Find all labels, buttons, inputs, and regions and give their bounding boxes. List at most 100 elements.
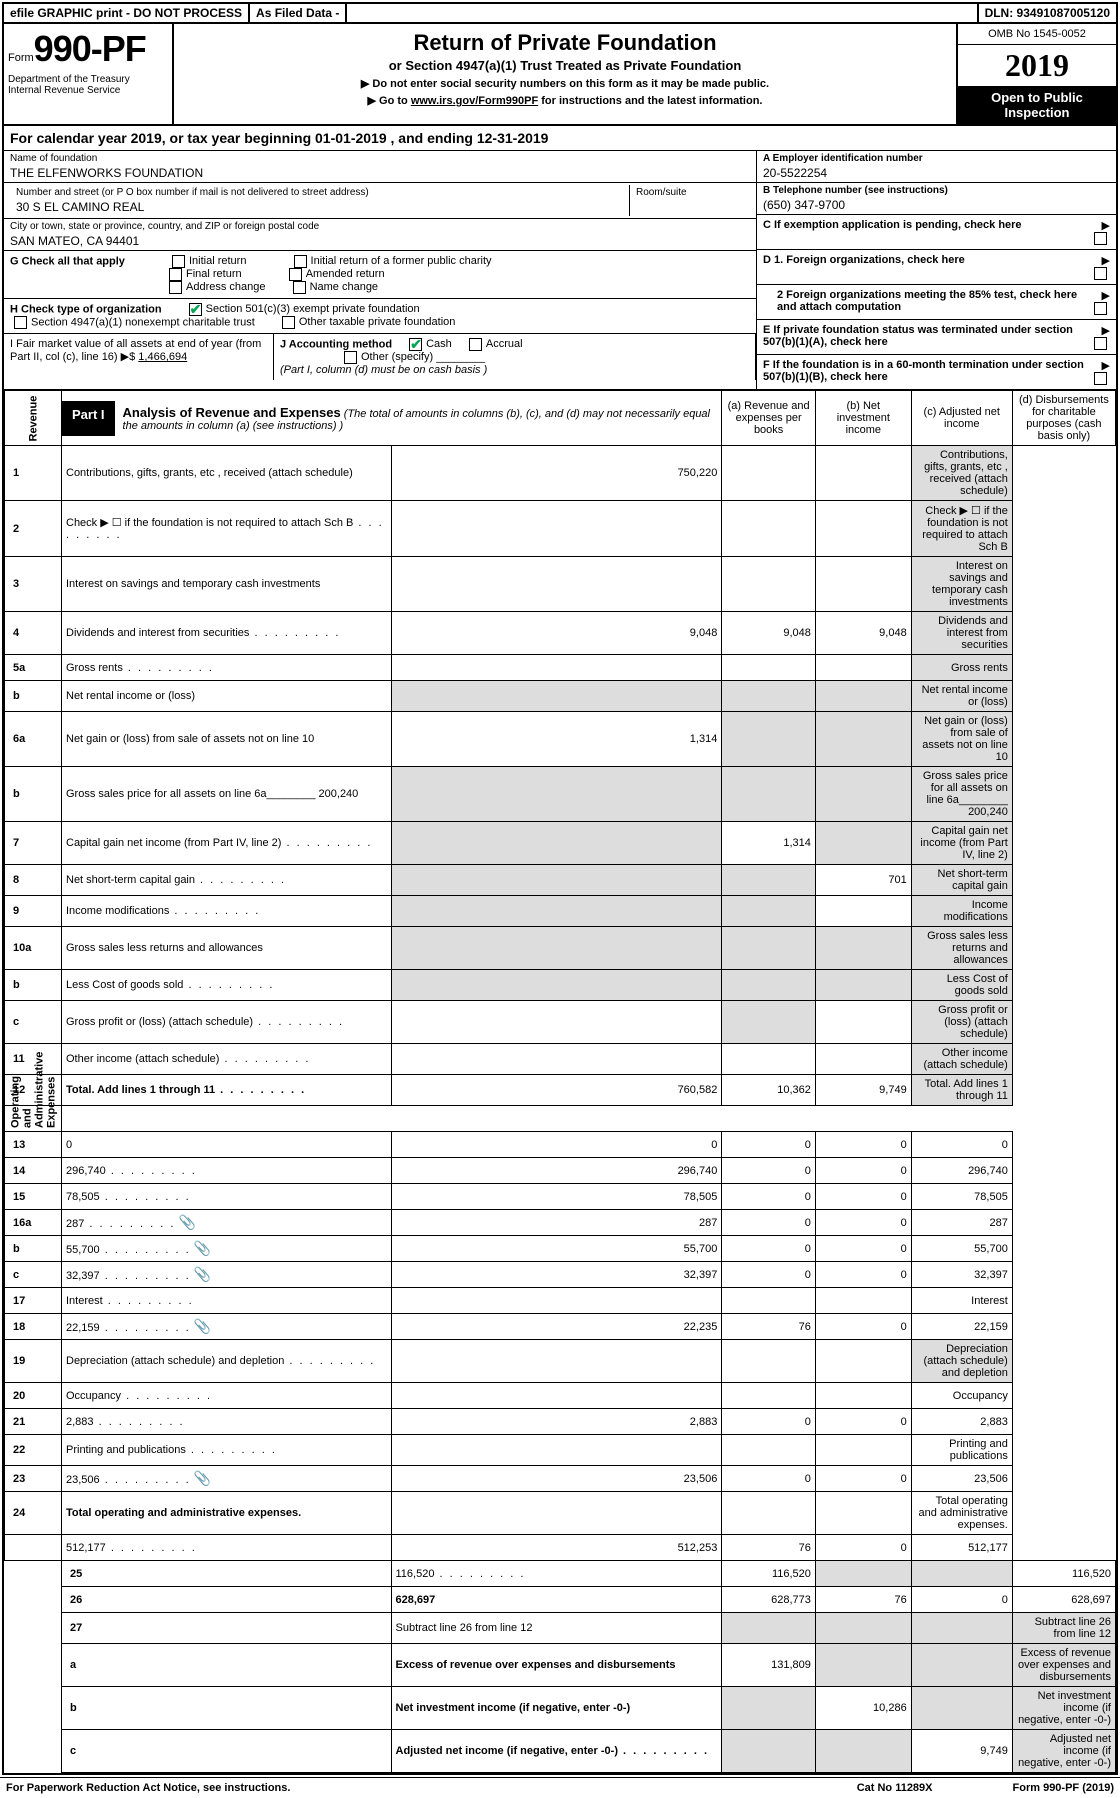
line-desc: Gross profit or (loss) (attach schedule) <box>62 1001 392 1044</box>
amt-d: 2,883 <box>911 1409 1012 1435</box>
amt-d: 287 <box>911 1210 1012 1236</box>
address-label: Number and street (or P O box number if … <box>16 187 623 198</box>
cb-name-change[interactable] <box>293 281 306 294</box>
amt-c: 0 <box>815 1535 911 1561</box>
line-number: 27 <box>62 1613 392 1644</box>
amt-a <box>391 1435 722 1466</box>
line-desc: Occupancy <box>62 1383 392 1409</box>
amt-b: 10,362 <box>722 1075 816 1106</box>
cb-c[interactable] <box>1094 232 1107 245</box>
amt-a <box>391 1340 722 1383</box>
line-number: 2 <box>5 501 62 557</box>
cb-address-change[interactable] <box>169 281 182 294</box>
form-header: Form990-PF Department of the Treasury In… <box>4 24 1116 126</box>
cb-other-taxable[interactable] <box>282 316 295 329</box>
amt-a <box>391 1492 722 1535</box>
cb-initial-return[interactable] <box>172 255 185 268</box>
attachment-icon[interactable]: 📎 <box>194 1266 211 1282</box>
line-number: 26 <box>62 1587 392 1613</box>
irs-link[interactable]: www.irs.gov/Form990PF <box>411 95 538 107</box>
tel-value: (650) 347-9700 <box>763 198 1110 212</box>
line-number: 6a <box>5 712 62 767</box>
cb-accrual[interactable] <box>469 338 482 351</box>
line-desc: Adjusted net income (if negative, enter … <box>391 1730 722 1773</box>
amt-a: 628,773 <box>722 1587 816 1613</box>
form-number: Form990-PF <box>8 28 168 70</box>
amt-c: 0 <box>815 1262 911 1288</box>
line-number: 13 <box>5 1132 62 1158</box>
amt-a: 78,505 <box>391 1184 722 1210</box>
amt-a: 23,506 <box>391 1466 722 1492</box>
amt-c: 0 <box>815 1210 911 1236</box>
amt-a: 1,314 <box>391 712 722 767</box>
line-number: 4 <box>5 612 62 655</box>
amt-d: Capital gain net income (from Part IV, l… <box>911 822 1012 865</box>
amt-c: 0 <box>815 1236 911 1262</box>
cb-501c3[interactable] <box>189 303 202 316</box>
amt-d: Net short-term capital gain <box>911 865 1012 896</box>
street-address: 30 S EL CAMINO REAL <box>16 200 623 214</box>
amt-c <box>911 1687 1012 1730</box>
omb-number: OMB No 1545-0052 <box>958 24 1116 45</box>
line-number: 5a <box>5 655 62 681</box>
amt-c <box>815 896 911 927</box>
part1-desc: Analysis of Revenue and Expenses (The to… <box>115 401 722 436</box>
amt-b <box>722 446 816 501</box>
amt-d: Net rental income or (loss) <box>911 681 1012 712</box>
line-desc: 0 <box>62 1132 392 1158</box>
section-j: J Accounting method Cash Accrual Other (… <box>274 334 756 380</box>
cb-4947a1[interactable] <box>14 316 27 329</box>
revenue-side-label: Revenue <box>5 391 62 446</box>
line-desc: Interest <box>62 1288 392 1314</box>
amt-a: 512,253 <box>391 1535 722 1561</box>
attachment-icon[interactable]: 📎 <box>194 1318 211 1334</box>
efile-notice: efile GRAPHIC print - DO NOT PROCESS <box>4 4 250 22</box>
cb-d1[interactable] <box>1094 267 1107 280</box>
line-number: 19 <box>5 1340 62 1383</box>
attachment-icon[interactable]: 📎 <box>194 1470 211 1486</box>
line-desc: Total operating and administrative expen… <box>62 1492 392 1535</box>
form-title: Return of Private Foundation <box>178 30 952 56</box>
amt-c <box>815 1288 911 1314</box>
amt-b <box>722 501 816 557</box>
amt-c: 0 <box>815 1132 911 1158</box>
section-h: H Check type of organization Section 501… <box>4 299 756 334</box>
d1-label: D 1. Foreign organizations, check here <box>763 254 965 266</box>
line-desc: Total. Add lines 1 through 11 <box>62 1075 392 1106</box>
amt-c <box>815 557 911 612</box>
cb-f[interactable] <box>1094 372 1107 385</box>
cb-e[interactable] <box>1094 337 1107 350</box>
cb-initial-former[interactable] <box>294 255 307 268</box>
amt-b: 0 <box>722 1210 816 1236</box>
line-desc: Check ▶ ☐ if the foundation is not requi… <box>62 501 392 557</box>
line-number: b <box>62 1687 392 1730</box>
cb-other-method[interactable] <box>344 351 357 364</box>
amt-c <box>815 1492 911 1535</box>
amt-d: 32,397 <box>911 1262 1012 1288</box>
attachment-icon[interactable]: 📎 <box>194 1240 211 1256</box>
line-desc: Gross rents <box>62 655 392 681</box>
amt-c <box>911 1644 1012 1687</box>
inspection-notice: Open to Public Inspection <box>958 86 1116 124</box>
amt-c <box>911 1613 1012 1644</box>
amt-c: 0 <box>815 1158 911 1184</box>
cb-final-return[interactable] <box>169 268 182 281</box>
amt-b: 0 <box>722 1184 816 1210</box>
amt-c <box>815 1435 911 1466</box>
room-label: Room/suite <box>636 187 744 198</box>
line-number <box>5 1535 62 1561</box>
line-number: 24 <box>5 1492 62 1535</box>
line-number: b <box>5 681 62 712</box>
f-label: F If the foundation is in a 60-month ter… <box>763 359 1084 383</box>
cb-cash[interactable] <box>409 338 422 351</box>
attachment-icon[interactable]: 📎 <box>178 1214 195 1230</box>
amt-b <box>722 1383 816 1409</box>
section-g: G Check all that apply Initial return In… <box>4 250 756 299</box>
amt-b: 76 <box>722 1314 816 1340</box>
amt-a: 55,700 <box>391 1236 722 1262</box>
amt-a <box>391 865 722 896</box>
cb-d2[interactable] <box>1094 302 1107 315</box>
cb-amended[interactable] <box>289 268 302 281</box>
line-number: 10a <box>5 927 62 970</box>
amt-c: 9,048 <box>815 612 911 655</box>
